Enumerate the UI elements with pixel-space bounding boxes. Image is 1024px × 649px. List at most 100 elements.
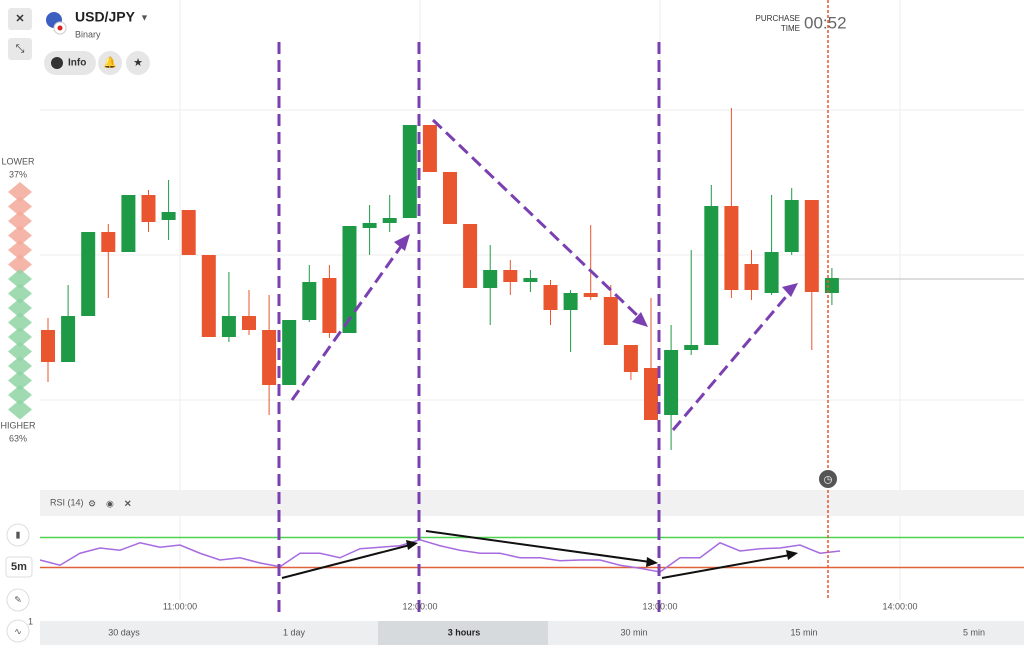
candle-body (583, 293, 598, 297)
annotations (277, 42, 792, 612)
candles (41, 108, 839, 450)
sentiment-diamond (8, 312, 32, 333)
draw-button[interactable] (6, 588, 30, 612)
candle-body (644, 368, 658, 420)
purchase-label-1: PURCHASE (756, 14, 800, 23)
candle-body (282, 320, 297, 385)
expiry-icon: ◷ (824, 475, 833, 486)
collapse-button[interactable] (8, 38, 32, 60)
period-option[interactable]: 1 day (283, 627, 306, 637)
rsi-arrow-heads (406, 540, 798, 567)
candle-body (623, 345, 638, 372)
period-option[interactable]: 30 min (620, 627, 647, 637)
period-option[interactable]: 3 hours (448, 627, 481, 637)
rsi (39, 536, 1024, 573)
time-axis: 11:00:00 12:00:00 13:00:00 14:00:00 (163, 601, 918, 611)
sentiment-diamond (8, 356, 32, 376)
sentiment-bar (8, 182, 32, 420)
favorite-icon: ★ (133, 57, 143, 69)
candle-body (503, 270, 518, 282)
info-label: Info (68, 58, 86, 69)
chart-type-button[interactable] (6, 523, 30, 547)
alerts-icon: 🔔 (103, 56, 117, 69)
candle-body (704, 206, 719, 345)
sentiment-diamond (8, 399, 32, 420)
candle-body (724, 206, 739, 290)
candle-body (242, 316, 256, 330)
chart-type-icon: ▮ (16, 529, 21, 539)
candle-body (201, 255, 216, 337)
candle-body (322, 278, 337, 333)
purchase-timer: 00:52 (804, 13, 847, 32)
periods: 30 days 1 day 3 hours 30 min 15 min 5 min (108, 627, 985, 637)
candle-body (603, 297, 618, 345)
candle-body (382, 218, 397, 223)
candle-body (342, 226, 357, 333)
info-icon (51, 57, 63, 69)
x-tick-label: 12:00:00 (402, 601, 437, 611)
rsi-line (39, 538, 841, 573)
higher-label: HIGHER (0, 420, 36, 430)
asset-type: Binary (75, 29, 101, 39)
sentiment-diamond (8, 211, 32, 231)
candle-body (221, 316, 236, 337)
lower-pct: 37% (9, 169, 27, 179)
sentiment-diamond (8, 327, 32, 347)
candle-body (824, 278, 839, 293)
period-option[interactable]: 30 days (108, 627, 140, 637)
sentiment-diamond (8, 298, 32, 318)
period-option[interactable]: 5 min (963, 627, 985, 637)
candle-body (181, 210, 196, 255)
higher-pct: 63% (9, 433, 27, 443)
alerts-button[interactable] (98, 51, 122, 75)
candle-body (764, 252, 779, 293)
sentiment-diamond (8, 341, 32, 362)
purchase-label-2: TIME (781, 24, 800, 33)
candle-body (402, 125, 417, 218)
x-tick-label: 14:00:00 (882, 601, 917, 611)
candle-body (523, 278, 538, 282)
candle-body (61, 316, 76, 362)
timeframe-button[interactable] (5, 556, 33, 578)
candle-body (422, 125, 437, 172)
indicators-button[interactable] (6, 619, 30, 643)
rsi-settings[interactable]: ⚙ (88, 498, 96, 508)
candle-body (684, 345, 699, 350)
sentiment-diamond (8, 269, 32, 289)
rsi-close[interactable]: ✕ (124, 498, 132, 508)
period-selected (378, 621, 548, 645)
candle-body (483, 270, 498, 288)
rsi-title: RSI (14) (50, 497, 84, 507)
indicators-badge: 1 (28, 616, 33, 626)
x-tick-label: 11:00:00 (163, 601, 197, 611)
candle-body (804, 200, 819, 292)
candle-body (744, 264, 759, 290)
sentiment-diamond (8, 196, 32, 217)
asset-name[interactable]: USD/JPY (75, 9, 136, 25)
candle-body (262, 330, 277, 385)
close-button[interactable] (8, 8, 32, 30)
asset-dropdown[interactable]: ▼ (140, 12, 149, 22)
candle-body (302, 282, 317, 320)
favorite-button[interactable] (126, 51, 150, 75)
sentiment-diamond (8, 370, 32, 391)
candle-body (463, 224, 478, 288)
candle-body (81, 232, 96, 316)
candle-body (362, 223, 377, 228)
period-option[interactable]: 15 min (790, 627, 817, 637)
sentiment-diamond (8, 283, 32, 304)
candle-body (41, 330, 55, 362)
rsi-arrows (281, 530, 791, 579)
rsi-visibility[interactable]: ◉ (106, 498, 114, 508)
candle-body (543, 285, 558, 310)
candle-body (784, 200, 799, 252)
candle-body (664, 350, 679, 415)
indicators-icon: ∿ (14, 626, 22, 636)
close-icon: ✕ (15, 13, 24, 25)
rsi-header (40, 490, 1024, 516)
draw-icon: ✎ (14, 594, 22, 604)
flag-jp-dot (57, 25, 63, 31)
